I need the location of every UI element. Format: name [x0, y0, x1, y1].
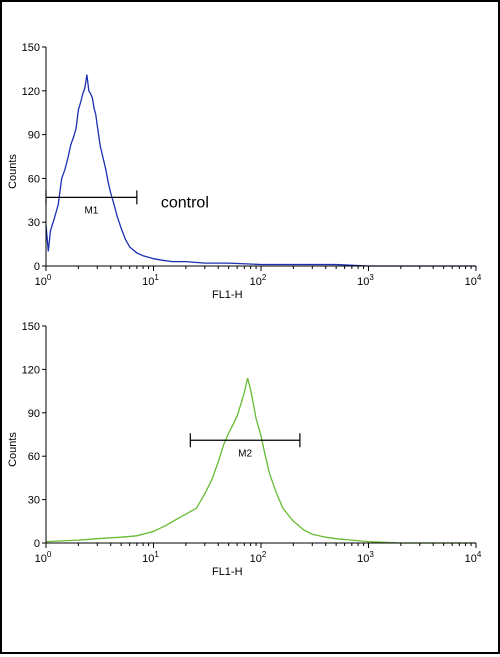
- x-tick-label: 100: [35, 273, 52, 288]
- histogram-panel-1: 0 30 60 90 120 150 100 101 102 103 104 FL1-H Counts M…: [7, 42, 482, 301]
- annotation-label: control: [161, 194, 209, 211]
- x-axis-title: FL1-H: [212, 566, 243, 578]
- histogram-panel-2: 0 30 60 90 120 150 100 101 102 103 104 FL1-H Counts M…: [7, 321, 482, 578]
- y-tick-label: 120: [22, 364, 40, 376]
- y-tick-label: 0: [34, 261, 40, 273]
- y-tick-label: 60: [28, 173, 40, 185]
- x-tick-label: 104: [465, 550, 482, 565]
- histogram-line-1: [45, 74, 476, 267]
- y-tick-label: 30: [28, 217, 40, 229]
- marker-label: M2: [238, 448, 252, 459]
- x-axis-title: FL1-H: [212, 289, 243, 301]
- x-tick-label: 101: [142, 273, 159, 288]
- y-tick-label: 120: [22, 86, 40, 98]
- x-tick-label: 102: [250, 550, 267, 565]
- x-tick-label: 100: [35, 550, 52, 565]
- y-tick-label: 150: [22, 321, 40, 333]
- y-tick-label: 30: [28, 495, 40, 507]
- y-tick-label: 60: [28, 451, 40, 463]
- marker-label: M1: [84, 205, 98, 216]
- y-tick-label: 0: [34, 538, 40, 550]
- y-tick-label: 90: [28, 130, 40, 142]
- x-tick-label: 103: [357, 273, 374, 288]
- y-axis-title: Counts: [7, 432, 19, 467]
- x-tick-label: 102: [250, 273, 267, 288]
- x-tick-label: 101: [142, 550, 159, 565]
- x-tick-label: 104: [465, 273, 482, 288]
- marker-m1: M1: [45, 190, 138, 216]
- y-tick-label: 90: [28, 408, 40, 420]
- x-tick-label: 103: [357, 550, 374, 565]
- histogram-line-2: [45, 377, 476, 544]
- marker-m2: M2: [189, 433, 301, 459]
- y-axis-title: Counts: [7, 154, 19, 189]
- y-tick-label: 150: [22, 42, 40, 54]
